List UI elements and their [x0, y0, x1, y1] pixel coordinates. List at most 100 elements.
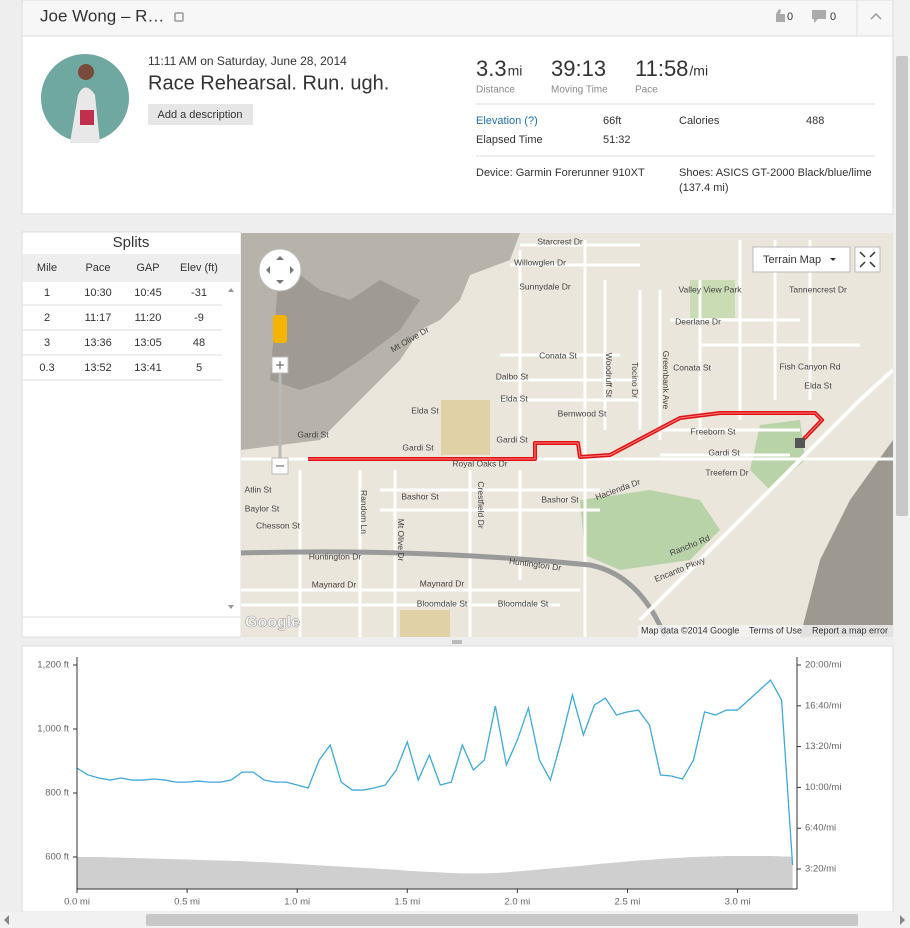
map-label: Random Ln — [359, 490, 369, 534]
map-label: Bernwood St — [558, 408, 607, 418]
y2-tick-label: 16:40/mi — [805, 700, 841, 711]
map-label: Mt Olive Dr — [396, 519, 406, 562]
map-label: Royal Oaks Dr — [452, 458, 507, 468]
y2-tick-label: 13:20/mi — [805, 741, 841, 752]
splits-cell: 11:17 — [85, 312, 112, 324]
add-description-label[interactable]: Add a description — [158, 109, 243, 121]
zoom-in-icon — [276, 361, 284, 369]
park — [580, 490, 720, 570]
map-label: Bloomdale St — [417, 598, 468, 608]
stat-value: 11:58 — [635, 56, 688, 81]
elapsed-label: Elapsed Time — [476, 134, 543, 146]
x-tick-label: 1.0 mi — [284, 897, 310, 908]
map[interactable]: Terrain Map Map data ©2014 Google Terms … — [241, 233, 893, 637]
scroll-thumb[interactable] — [896, 56, 908, 516]
splits-cell: 13:41 — [134, 362, 162, 374]
splits-header — [22, 254, 240, 282]
fullscreen-button[interactable] — [854, 246, 881, 273]
finish-marker — [795, 438, 805, 448]
google-logo: Google — [245, 614, 300, 631]
resize-handle[interactable] — [452, 640, 462, 644]
activity-datetime: 11:11 AM on Saturday, June 28, 2014 — [148, 54, 347, 68]
splits-column-header: Elev (ft) — [180, 262, 218, 274]
y-tick-label: 600 ft — [45, 852, 69, 863]
comment-count[interactable]: 0 — [830, 11, 836, 23]
map-label: Starcrest Dr — [537, 236, 583, 246]
splits-cell: 1 — [44, 287, 50, 299]
dropdown-arrow — [830, 258, 836, 261]
pace-line — [76, 679, 794, 865]
splits-cell: 0.3 — [39, 362, 54, 374]
splits-cell: 11:20 — [135, 312, 162, 324]
elapsed-value: 51:32 — [603, 134, 631, 146]
map-label: Dalbo St — [496, 371, 529, 381]
pegman[interactable] — [273, 315, 287, 343]
y-tick-label: 800 ft — [45, 788, 69, 799]
map-label: Elda St — [804, 380, 832, 390]
stat-value: 39:13 — [551, 56, 606, 81]
map-label: Gardi St — [402, 442, 434, 452]
header-bar — [21, 0, 894, 37]
x-tick-label: 0.0 mi — [64, 897, 90, 908]
splits-cell: 2 — [44, 312, 50, 324]
map-label: Treefern Dr — [705, 467, 748, 477]
calories-label: Calories — [679, 115, 720, 127]
attribution-bar — [638, 625, 893, 637]
splits-cell: 10:45 — [134, 287, 162, 299]
stat-unit: /mi — [689, 63, 708, 79]
school — [441, 400, 490, 455]
map-label: Conata St — [539, 350, 577, 360]
add-description-button[interactable] — [148, 104, 253, 125]
splits-panel — [21, 231, 242, 638]
stat-unit: mi — [508, 63, 523, 79]
stat-label: Moving Time — [551, 85, 608, 96]
avatar-bib — [80, 110, 94, 125]
kudos-icon[interactable] — [770, 9, 785, 22]
comment-icon[interactable] — [812, 10, 826, 23]
map-label: Gardi St — [297, 429, 329, 439]
park — [690, 280, 735, 318]
map-label: Bloomdale St — [498, 598, 549, 608]
x-tick-label: 3.0 mi — [725, 897, 751, 908]
shoes: Shoes: ASICS GT-2000 Black/blue/lime — [679, 167, 872, 179]
map-label: Maynard Dr — [312, 579, 357, 589]
kudos-count[interactable]: 0 — [787, 11, 793, 23]
elevation-value: 66ft — [603, 115, 621, 127]
pan-control[interactable] — [258, 248, 302, 292]
splits-cell: 13:36 — [84, 337, 112, 349]
terrain-ridge — [270, 260, 420, 390]
x-tick-label: 2.5 mi — [615, 897, 641, 908]
private-icon — [174, 12, 184, 22]
map-label: Chesson St — [256, 520, 301, 530]
map-label: Elda St — [500, 393, 528, 403]
map-label: Valley View Park — [679, 284, 743, 294]
map-label: Deerlane Dr — [675, 316, 721, 326]
map-label: Baylor St — [245, 503, 280, 513]
map-type-label[interactable]: Terrain Map — [763, 254, 821, 266]
map-label: Huntington Dr — [309, 551, 362, 561]
terrain — [800, 440, 893, 637]
stat-label: Distance — [476, 85, 515, 96]
shoes-distance: (137.4 mi) — [679, 182, 729, 194]
report-link[interactable]: Report a map error — [812, 625, 888, 635]
x-tick-label: 0.5 mi — [174, 897, 200, 908]
terms-link[interactable]: Terms of Use — [749, 625, 802, 635]
splits-column-header: Mile — [37, 262, 57, 274]
y2-tick-label: 6:40/mi — [805, 823, 836, 834]
splits-cell: 3 — [44, 337, 50, 349]
elevation-link[interactable]: Elevation (?) — [476, 115, 538, 127]
splits-cell: 10:30 — [84, 287, 112, 299]
school — [400, 610, 450, 637]
highway — [241, 549, 668, 637]
page-title: Joe Wong – R… — [40, 6, 164, 25]
map-label: Conata St — [673, 362, 711, 372]
avatar-head — [78, 64, 94, 80]
activity-title: Race Rehearsal. Run. ugh. — [148, 72, 389, 94]
activity-panel — [21, 35, 894, 215]
collapse-button[interactable] — [870, 12, 882, 20]
scroll-thumb[interactable] — [146, 914, 858, 926]
splits-cell: 13:52 — [84, 362, 112, 374]
y2-tick-label: 20:00/mi — [805, 660, 841, 671]
splits-column-header: GAP — [136, 262, 159, 274]
